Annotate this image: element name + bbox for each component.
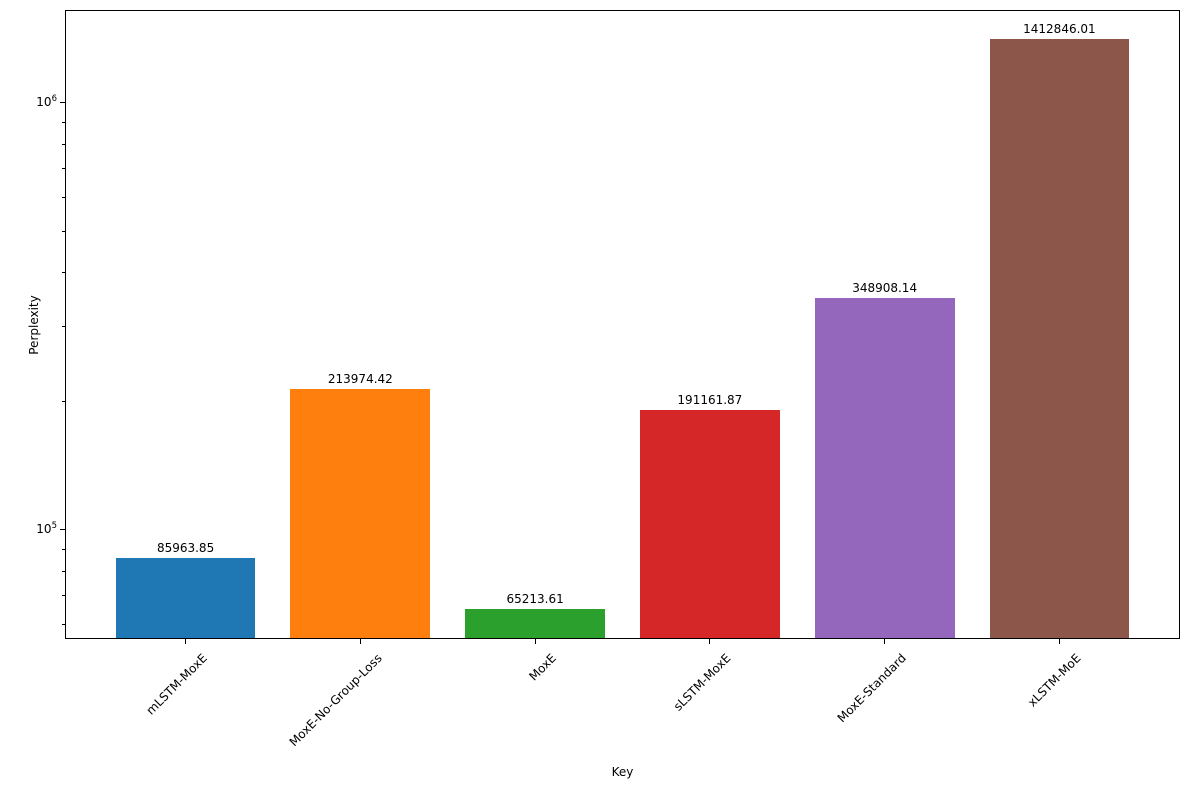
x-axis-tick-label: mLSTM-MoxE [143,651,210,718]
bar [814,298,955,638]
bar [290,388,431,638]
x-axis-tick [1058,639,1060,644]
y-axis-minor-tick [62,168,65,170]
y-axis-minor-tick [62,400,65,402]
y-axis-minor-tick [62,143,65,145]
y-axis-minor-tick [62,595,65,597]
y-axis-minor-tick [62,624,65,626]
x-axis-tick [359,639,361,644]
x-axis-label: Key [611,765,634,779]
bar-value-label: 191161.87 [677,392,743,407]
y-axis-label: Perplexity [27,294,41,355]
x-axis-tick-label: xLSTM-MoE [1024,651,1084,710]
bar [115,557,256,638]
x-axis-tick-label: MoxE [526,651,560,684]
bar-value-label: 85963.85 [156,540,215,555]
y-axis-minor-tick [62,230,65,232]
x-axis-tick-label: MoxE-Standard [834,651,909,726]
y-axis-major-tick [60,529,65,531]
y-axis-tick-label: 106 [36,93,57,109]
y-axis-tick-label: 105 [36,520,57,536]
x-axis-tick-label: sLSTM-MoxE [671,651,734,714]
bar [465,609,605,638]
y-axis-minor-tick [62,272,65,274]
bar [989,38,1130,638]
x-axis-tick [709,639,711,644]
y-axis-minor-tick [62,121,65,123]
y-axis-minor-tick [62,570,65,572]
x-axis-tick [884,639,886,644]
bar-value-label: 348908.14 [852,281,918,296]
y-axis-major-tick [60,102,65,104]
bar-value-label: 65213.61 [506,592,564,607]
x-axis-tick [534,639,536,644]
bar-value-label: 1412846.01 [1023,21,1096,36]
y-axis-minor-tick [62,548,65,550]
bar [639,409,780,638]
bar-value-label: 213974.42 [327,371,393,386]
y-axis-minor-tick [62,197,65,199]
y-axis-minor-tick [62,325,65,327]
x-axis-tick [185,639,187,644]
x-axis-tick-label: MoxE-No-Group-Loss [286,651,385,750]
